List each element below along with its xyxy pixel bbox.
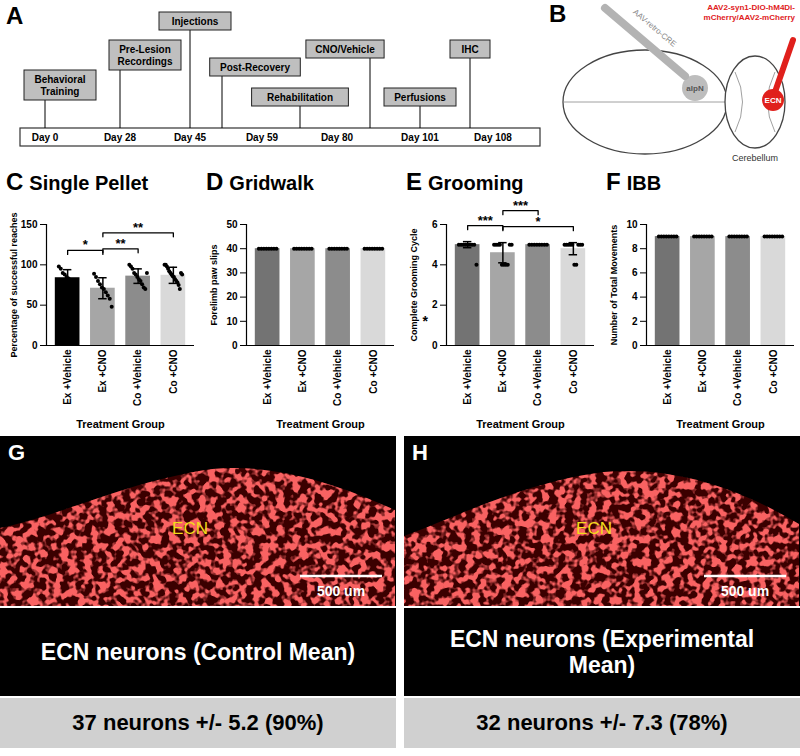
html-text:ECN neurons (Experimental Mean: ECN neurons (Experimental Mean) (449, 625, 755, 678)
svg-text:Co +CNO: Co +CNO (768, 349, 779, 393)
svg-text:0: 0 (432, 340, 438, 351)
svg-text:20: 20 (226, 291, 238, 302)
svg-text:Ex +Vehicle: Ex +Vehicle (462, 349, 473, 405)
html-text:32 neurons +/- 7.3 (78%): 32 neurons +/- 7.3 (78%) (476, 710, 728, 735)
svg-text:ECN: ECN (172, 519, 208, 538)
svg-text:Behavioral: Behavioral (34, 74, 85, 85)
svg-text:***: *** (513, 198, 529, 213)
svg-text:H: H (412, 440, 428, 465)
svg-text:Cerebellum: Cerebellum (732, 153, 778, 163)
svg-text:**: ** (115, 236, 126, 251)
svg-text:Day 0: Day 0 (32, 132, 59, 143)
svg-text:Co +Vehicle: Co +Vehicle (332, 349, 343, 406)
svg-text:Training: Training (41, 86, 80, 97)
svg-text:Day 101: Day 101 (401, 132, 439, 143)
svg-text:Day 59: Day 59 (246, 132, 279, 143)
svg-text:CNO/Vehicle: CNO/Vehicle (315, 44, 375, 55)
svg-text:Complete Grooming Cycle: Complete Grooming Cycle (409, 228, 419, 341)
svg-text:AAV-retro-CRE: AAV-retro-CRE (631, 7, 678, 48)
svg-text:Perfusions: Perfusions (394, 92, 446, 103)
svg-text:ECN: ECN (576, 519, 612, 538)
svg-text:10: 10 (626, 219, 638, 230)
svg-text:0: 0 (32, 340, 38, 351)
svg-text:40: 40 (226, 243, 238, 254)
svg-text:Recordings: Recordings (117, 56, 172, 67)
svg-text:6: 6 (432, 219, 438, 230)
svg-text:Rehabilitation: Rehabilitation (267, 92, 333, 103)
html-text:37 neurons +/- 5.2 (90%): 37 neurons +/- 5.2 (90%) (72, 710, 324, 735)
svg-text:*: * (423, 313, 429, 329)
svg-text:Day 108: Day 108 (474, 132, 512, 143)
svg-text:Ex +CNO: Ex +CNO (697, 349, 708, 392)
svg-text:Co +CNO: Co +CNO (368, 349, 379, 393)
svg-text:***: *** (478, 213, 494, 228)
svg-text:Co +Vehicle: Co +Vehicle (132, 349, 143, 406)
svg-text:4: 4 (432, 259, 438, 270)
svg-text:Injections: Injections (172, 16, 219, 27)
svg-text:30: 30 (226, 267, 238, 278)
svg-text:**: ** (133, 220, 144, 235)
svg-text:Treatment Group: Treatment Group (76, 418, 165, 430)
svg-text:B: B (549, 0, 566, 27)
svg-text:Number of Total Movements: Number of Total Movements (609, 225, 619, 345)
svg-text:Co +CNO: Co +CNO (168, 349, 179, 393)
svg-text:500 um: 500 um (721, 583, 769, 599)
svg-text:Post-Recovery: Post-Recovery (220, 62, 290, 73)
svg-text:mCherry/AAV2-mCherry: mCherry/AAV2-mCherry (704, 13, 796, 22)
svg-text:Treatment Group: Treatment Group (476, 418, 565, 430)
svg-text:500 um: 500 um (317, 583, 365, 599)
svg-text:Ex +CNO: Ex +CNO (97, 349, 108, 392)
html-text:F IBB: F IBB (606, 168, 662, 195)
svg-text:Co +Vehicle: Co +Vehicle (732, 349, 743, 406)
svg-text:Treatment Group: Treatment Group (676, 418, 765, 430)
svg-text:Ex +Vehicle: Ex +Vehicle (662, 349, 673, 405)
svg-text:IHC: IHC (461, 44, 478, 55)
svg-text:Ex +Vehicle: Ex +Vehicle (62, 349, 73, 405)
svg-text:Ex +CNO: Ex +CNO (497, 349, 508, 392)
html-text:D Gridwalk: D Gridwalk (206, 168, 314, 195)
svg-text:*: * (83, 237, 89, 252)
svg-text:0: 0 (232, 340, 238, 351)
svg-text:Ex +Vehicle: Ex +Vehicle (262, 349, 273, 405)
svg-text:0: 0 (632, 340, 638, 351)
svg-text:Co +Vehicle: Co +Vehicle (532, 349, 543, 406)
html-text:E Grooming: E Grooming (406, 168, 524, 195)
svg-text:Percentage of successful reach: Percentage of successful reaches (9, 212, 19, 357)
svg-text:*: * (536, 214, 542, 229)
svg-text:aIpN: aIpN (686, 84, 704, 93)
svg-text:G: G (8, 440, 25, 465)
svg-text:Forelimb paw slips: Forelimb paw slips (209, 244, 219, 325)
svg-text:Treatment Group: Treatment Group (276, 418, 365, 430)
html-text:C Single Pellet: C Single Pellet (6, 168, 149, 195)
svg-text:50: 50 (226, 219, 238, 230)
svg-text:2: 2 (632, 316, 638, 327)
svg-text:Ex +CNO: Ex +CNO (297, 349, 308, 392)
svg-text:Day 28: Day 28 (104, 132, 137, 143)
svg-text:ECN: ECN (765, 96, 782, 105)
svg-text:Day 80: Day 80 (321, 132, 354, 143)
svg-text:Pre-Lesion: Pre-Lesion (119, 44, 171, 55)
svg-text:Co +CNO: Co +CNO (568, 349, 579, 393)
svg-text:50: 50 (26, 299, 38, 310)
svg-text:150: 150 (21, 219, 38, 230)
svg-text:A: A (6, 2, 23, 29)
svg-text:AAV2-syn1-DIO-hM4Di-: AAV2-syn1-DIO-hM4Di- (707, 3, 795, 12)
svg-text:10: 10 (226, 316, 238, 327)
svg-text:4: 4 (632, 291, 638, 302)
svg-text:100: 100 (21, 259, 38, 270)
svg-text:8: 8 (632, 243, 638, 254)
html-text:ECN neurons (Control Mean): ECN neurons (Control Mean) (40, 638, 356, 665)
svg-text:Day 45: Day 45 (174, 132, 207, 143)
svg-text:6: 6 (632, 267, 638, 278)
svg-text:2: 2 (432, 299, 438, 310)
